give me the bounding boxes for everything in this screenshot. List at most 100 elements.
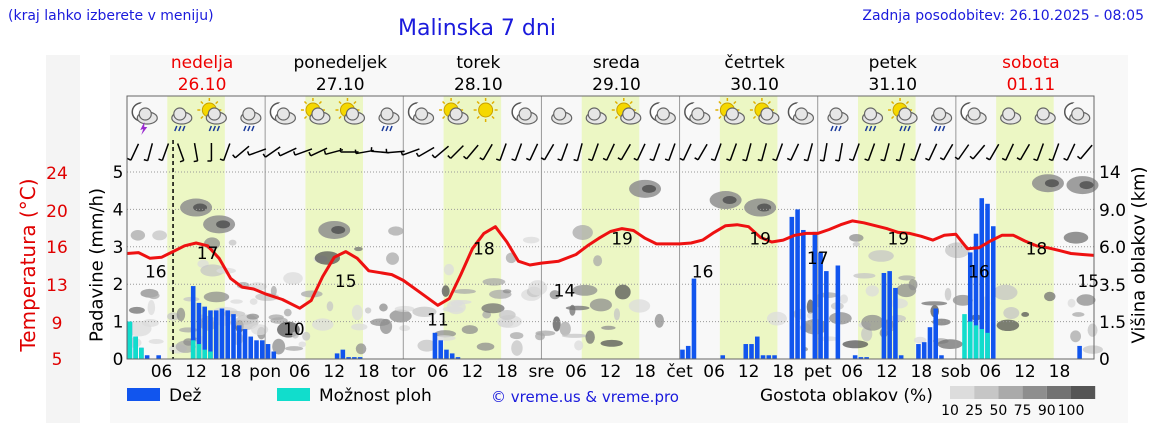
rain-bar	[444, 349, 449, 359]
cloud-patch	[1044, 291, 1056, 302]
hour-tick-label: 18	[634, 362, 656, 382]
cloud-patch	[284, 346, 304, 351]
temperature-data-label: 15	[335, 272, 357, 292]
daylight-band	[996, 96, 1054, 359]
wind-arrow	[806, 143, 814, 161]
hour-tick-label: 12	[462, 362, 484, 382]
cloud-patch	[283, 308, 292, 317]
cloud-patch	[1079, 181, 1094, 190]
rain-bar	[236, 325, 242, 359]
rain-bar	[231, 314, 236, 359]
rain-bar	[144, 355, 150, 359]
cloud-patch	[944, 287, 952, 301]
temperature-data-label: 18	[1026, 239, 1048, 259]
wind-barb	[495, 158, 501, 162]
wind-arrow	[248, 148, 267, 156]
rain-bar	[259, 340, 265, 359]
cloud-puff	[1036, 107, 1050, 121]
wind-barb	[479, 157, 484, 161]
cloud-patch	[461, 325, 478, 335]
cloud-patch	[549, 290, 561, 300]
sun-ray	[200, 115, 204, 120]
cloud-patch	[654, 313, 665, 328]
wind-barb	[246, 151, 250, 156]
wind-arrow	[529, 143, 539, 161]
cloud-patch	[522, 236, 540, 244]
wind-arrow	[838, 143, 844, 161]
cloud-puff	[345, 107, 360, 121]
cloud-height-tick-label: 14	[1099, 163, 1121, 183]
cloud-puff	[242, 107, 256, 121]
cloud-patch	[351, 304, 363, 321]
day-date-label: 29.10	[592, 75, 641, 95]
wind-barb	[573, 158, 578, 162]
cloud-patch	[839, 294, 848, 304]
wind-barb	[939, 157, 945, 161]
rain-bar	[196, 302, 202, 359]
cloud-patch	[757, 203, 772, 212]
cloud-rain-icon	[378, 107, 400, 132]
wind-barb	[526, 157, 531, 161]
cloud-patch	[1044, 179, 1059, 188]
rain-bar	[985, 203, 990, 359]
cloud-icon	[1034, 107, 1056, 125]
rain-bar	[916, 344, 921, 359]
rain-bar	[720, 355, 726, 359]
rain-bar	[887, 271, 892, 359]
hour-tick-label: 06	[427, 362, 449, 382]
wind-arrow	[146, 143, 154, 161]
wind-arrow	[514, 143, 523, 161]
sun-cloud-icon	[300, 98, 331, 125]
temperature-data-label: 16	[145, 263, 167, 283]
precipitation-tick-label: 1	[113, 313, 124, 333]
shower-bar	[979, 329, 985, 359]
temperature-data-label: 10	[283, 320, 305, 340]
page-title: Malinska 7 dni	[398, 16, 556, 41]
wind-barb	[602, 157, 608, 161]
shower-bar	[202, 349, 207, 359]
shower-bar	[962, 314, 967, 359]
wind-barb	[803, 158, 808, 162]
night-cloud-icon	[1063, 101, 1091, 125]
wind-arrow	[714, 143, 722, 161]
day-short-label: sob	[941, 362, 971, 382]
cloud-patch	[291, 331, 299, 339]
night-cloud-icon	[649, 101, 676, 125]
cloud-puff	[863, 107, 878, 121]
hour-tick-label: 06	[289, 362, 311, 382]
wind-arrow	[482, 143, 493, 161]
hour-tick-label: 18	[496, 362, 518, 382]
plot-frame	[126, 95, 1095, 360]
left-margin-panel	[46, 55, 80, 423]
wind-arrow	[402, 148, 420, 156]
cloud-patch	[502, 289, 512, 294]
cloud-patch	[1067, 298, 1076, 308]
shower-bar	[973, 325, 979, 359]
temperature-data-label: 17	[807, 249, 829, 269]
wind-barb	[786, 157, 792, 161]
cloud-patch	[176, 307, 186, 322]
hour-tick-label: 06	[980, 362, 1002, 382]
rain-bar	[766, 355, 772, 359]
rain-bar	[225, 310, 231, 359]
rain-drop	[174, 125, 178, 132]
rain-bar	[979, 198, 985, 359]
cloud-patch	[572, 284, 598, 296]
wind-arrow	[989, 143, 1000, 161]
wind-arrow	[465, 144, 479, 160]
shower-bar	[196, 344, 202, 359]
cloud-height-tick-label: 6.0	[1099, 238, 1126, 258]
sun-ray	[318, 100, 322, 105]
rain-bar	[691, 278, 697, 359]
night-cloud-icon	[511, 101, 538, 125]
wind-arrow	[697, 143, 708, 161]
temperature-data-label: 14	[554, 282, 576, 302]
weather-icons-row	[131, 98, 1091, 135]
cloud-patch	[141, 318, 159, 327]
shower-bar	[208, 351, 213, 359]
cloud-patch	[952, 294, 973, 306]
cloud-puff	[449, 107, 463, 121]
wind-barb	[895, 158, 900, 162]
sun-disc	[478, 102, 494, 118]
location-hint-link[interactable]: (kraj lahko izberete v meniju)	[8, 8, 214, 24]
